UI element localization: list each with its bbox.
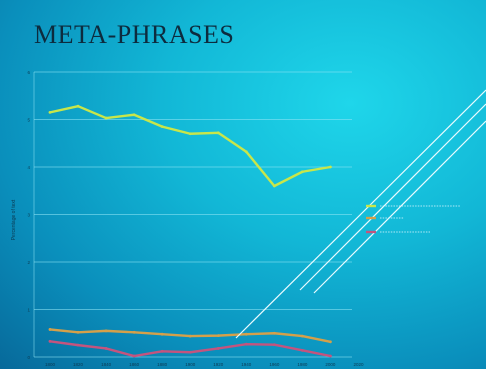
y-tick-label: 0 (27, 355, 30, 360)
y-tick-label: 3 (27, 213, 30, 218)
data-point (132, 330, 136, 334)
x-tick-label: 2020 (353, 362, 364, 367)
data-point (132, 354, 136, 358)
slide-title: META-PHRASES (34, 20, 235, 49)
x-tick-label: 1820 (73, 362, 84, 367)
data-point (272, 331, 276, 335)
data-point (76, 343, 80, 347)
data-point (188, 350, 192, 354)
decorative-line (235, 89, 486, 339)
data-point (329, 340, 332, 344)
y-tick-label: 6 (27, 70, 30, 75)
data-point (216, 347, 220, 350)
y-tick-labels: 0 1 2 3 4 5 6 (27, 70, 30, 360)
data-point (104, 347, 108, 350)
x-tick-label: 1920 (213, 362, 224, 367)
x-tick-labels: 1800 1820 1840 1860 1880 1900 1920 1940 1960 1980… (45, 362, 364, 367)
series-line-3 (48, 340, 332, 358)
x-tick-label: 1840 (101, 362, 112, 367)
y-tick-label: 2 (27, 260, 30, 265)
data-point (188, 334, 192, 338)
x-tick-label: 2000 (325, 362, 336, 367)
data-point (216, 334, 220, 338)
y-tick-label: 1 (27, 308, 30, 313)
data-point (76, 104, 80, 108)
chart-legend (366, 204, 460, 234)
data-point (104, 329, 108, 333)
chart-series (48, 104, 332, 358)
data-point (244, 332, 248, 336)
x-tick-label: 1880 (157, 362, 168, 367)
data-point (104, 116, 108, 120)
decorative-line (299, 103, 486, 291)
x-tick-label: 1980 (297, 362, 308, 367)
data-point (160, 125, 164, 129)
x-tick-label: 1900 (185, 362, 196, 367)
x-tick-label: 1940 (241, 362, 252, 367)
data-point (188, 132, 192, 136)
data-point (216, 131, 220, 135)
data-point (48, 110, 52, 114)
x-tick-label: 1860 (129, 362, 140, 367)
series-line-1 (48, 104, 332, 188)
data-point (48, 339, 52, 343)
decorative-line (313, 120, 486, 294)
data-point (300, 334, 304, 338)
y-tick-label: 5 (27, 118, 30, 123)
y-axis-label: Percentage of text (11, 199, 17, 240)
data-point (132, 113, 136, 117)
data-point (76, 330, 80, 334)
data-point (272, 343, 276, 347)
x-tick-label: 1960 (269, 362, 280, 367)
data-point (329, 354, 332, 358)
data-point (300, 170, 304, 174)
y-tick-label: 4 (27, 165, 30, 170)
data-point (244, 342, 248, 346)
data-point (244, 150, 248, 154)
data-point (160, 332, 164, 336)
chart-grid (33, 71, 352, 358)
data-point (329, 165, 332, 169)
data-point (272, 184, 276, 188)
data-point (48, 328, 52, 331)
data-point (300, 348, 304, 352)
data-point (160, 349, 164, 353)
x-tick-label: 1800 (45, 362, 56, 367)
